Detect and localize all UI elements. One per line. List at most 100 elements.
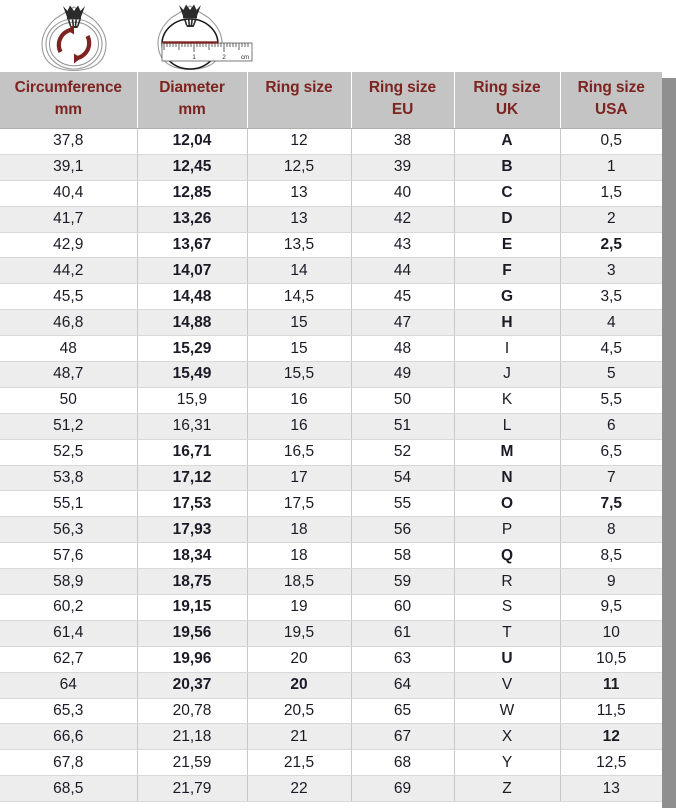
cell-circumference: 64 <box>0 672 138 699</box>
table-row: 45,5 14,48 14,5 45 G 3,5 <box>0 283 662 311</box>
cell-ring-size: 13,5 <box>247 232 352 259</box>
cell-ring-size-usa: 3 <box>560 257 662 285</box>
cell-ring-size-eu: 52 <box>351 439 455 466</box>
cell-ring-size-usa: 13 <box>560 775 662 803</box>
cell-ring-size: 12,5 <box>247 154 352 181</box>
cell-ring-size-eu: 63 <box>351 646 455 673</box>
table-row: 39,1 12,45 12,5 39 B 1 <box>0 154 662 181</box>
cell-ring-size-usa: 2,5 <box>560 232 662 259</box>
cell-ring-size: 18 <box>247 516 352 544</box>
cell-ring-size-usa: 12,5 <box>560 749 662 777</box>
cell-ring-size: 20,5 <box>247 698 352 725</box>
cell-diameter: 19,15 <box>137 594 248 621</box>
cell-circumference: 67,8 <box>0 749 138 777</box>
cell-ring-size-uk: B <box>454 154 561 181</box>
header-line1: Circumference <box>14 79 122 96</box>
cell-diameter: 14,88 <box>137 309 248 337</box>
cell-ring-size-usa: 11 <box>560 672 662 699</box>
cell-ring-size-usa: 5 <box>560 361 662 388</box>
cell-circumference: 68,5 <box>0 775 138 803</box>
cell-ring-size: 13 <box>247 180 352 207</box>
column-header-ring-size-usa: Ring size USA <box>560 72 662 129</box>
cell-ring-size-uk: X <box>454 723 561 751</box>
cell-diameter: 12,45 <box>137 154 248 181</box>
cell-circumference: 58,9 <box>0 568 138 595</box>
cell-ring-size: 20 <box>247 672 352 699</box>
cell-ring-size-usa: 3,5 <box>560 283 662 311</box>
svg-text:1: 1 <box>192 54 196 61</box>
cell-circumference: 65,3 <box>0 698 138 725</box>
cell-ring-size-usa: 11,5 <box>560 698 662 725</box>
cell-ring-size-uk: A <box>454 128 561 155</box>
cell-ring-size-usa: 9,5 <box>560 594 662 621</box>
table-row: 67,8 21,59 21,5 68 Y 12,5 <box>0 749 662 777</box>
cell-diameter: 19,56 <box>137 620 248 647</box>
cell-circumference: 48,7 <box>0 361 138 388</box>
cell-circumference: 41,7 <box>0 206 138 233</box>
cell-ring-size-uk: H <box>454 309 561 337</box>
cell-ring-size-usa: 12 <box>560 723 662 751</box>
cell-diameter: 21,59 <box>137 749 248 777</box>
cell-diameter: 13,67 <box>137 232 248 259</box>
cell-ring-size-uk: J <box>454 361 561 388</box>
cell-ring-size-eu: 54 <box>351 465 455 492</box>
cell-ring-size-eu: 68 <box>351 749 455 777</box>
svg-text:2: 2 <box>222 54 226 61</box>
cell-diameter: 21,18 <box>137 723 248 751</box>
header-line2: mm <box>178 101 206 119</box>
ring-circumference-icon <box>22 0 126 77</box>
cell-ring-size: 16 <box>247 387 352 414</box>
header-line2: mm <box>54 101 82 119</box>
cell-diameter: 14,07 <box>137 257 248 285</box>
table-row: 65,3 20,78 20,5 65 W 11,5 <box>0 698 662 725</box>
cell-circumference: 66,6 <box>0 723 138 751</box>
table-body: 37,8 12,04 12 38 A 0,5 39,1 12,45 12,5 39 B 1 40,4 12… <box>0 128 662 803</box>
table-row: 44,2 14,07 14 44 F 3 <box>0 257 662 285</box>
cell-ring-size-usa: 10 <box>560 620 662 647</box>
cell-ring-size-usa: 1 <box>560 154 662 181</box>
table-row: 40,4 12,85 13 40 C 1,5 <box>0 180 662 207</box>
cell-ring-size: 18 <box>247 542 352 570</box>
table-row: 42,9 13,67 13,5 43 E 2,5 <box>0 232 662 259</box>
cell-diameter: 21,79 <box>137 775 248 803</box>
cell-diameter: 12,85 <box>137 180 248 207</box>
cell-ring-size-uk: V <box>454 672 561 699</box>
table-row: 51,2 16,31 16 51 L 6 <box>0 413 662 440</box>
cell-ring-size-uk: K <box>454 387 561 414</box>
cell-ring-size-uk: P <box>454 516 561 544</box>
cell-ring-size: 16,5 <box>247 439 352 466</box>
cell-ring-size-uk: Z <box>454 775 561 803</box>
cell-diameter: 15,9 <box>137 387 248 414</box>
cell-ring-size: 15,5 <box>247 361 352 388</box>
cell-ring-size-usa: 6 <box>560 413 662 440</box>
cell-ring-size-uk: W <box>454 698 561 725</box>
cell-circumference: 46,8 <box>0 309 138 337</box>
table-row: 53,8 17,12 17 54 N 7 <box>0 465 662 492</box>
cell-ring-size-eu: 42 <box>351 206 455 233</box>
cell-ring-size-eu: 50 <box>351 387 455 414</box>
cell-ring-size-eu: 40 <box>351 180 455 207</box>
cell-ring-size-usa: 9 <box>560 568 662 595</box>
cell-ring-size: 14,5 <box>247 283 352 311</box>
cell-diameter: 15,49 <box>137 361 248 388</box>
cell-ring-size-usa: 5,5 <box>560 387 662 414</box>
cell-ring-size-eu: 55 <box>351 490 455 518</box>
table-row: 48,7 15,49 15,5 49 J 5 <box>0 361 662 388</box>
cell-ring-size-usa: 8 <box>560 516 662 544</box>
header-line1: Ring size <box>265 79 333 96</box>
cell-ring-size-uk: I <box>454 335 561 362</box>
cell-ring-size-usa: 1,5 <box>560 180 662 207</box>
cell-circumference: 44,2 <box>0 257 138 285</box>
cell-diameter: 15,29 <box>137 335 248 362</box>
table-row: 37,8 12,04 12 38 A 0,5 <box>0 128 662 155</box>
table-row: 60,2 19,15 19 60 S 9,5 <box>0 594 662 621</box>
cell-ring-size: 19,5 <box>247 620 352 647</box>
cell-ring-size-uk: E <box>454 232 561 259</box>
cell-ring-size: 21,5 <box>247 749 352 777</box>
cell-ring-size: 20 <box>247 646 352 673</box>
cell-diameter: 13,26 <box>137 206 248 233</box>
cell-diameter: 14,48 <box>137 283 248 311</box>
cell-ring-size-usa: 4,5 <box>560 335 662 362</box>
header-line2: EU <box>391 101 414 119</box>
cell-circumference: 37,8 <box>0 128 138 155</box>
